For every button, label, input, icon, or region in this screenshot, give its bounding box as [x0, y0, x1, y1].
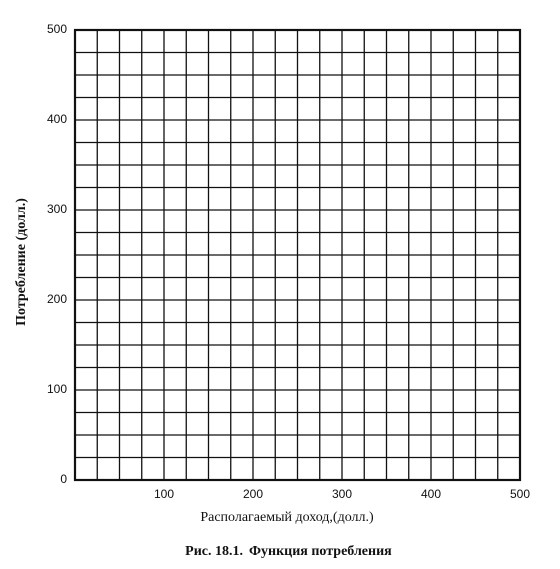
x-tick-label: 200 [243, 487, 263, 501]
y-tick-label: 0 [60, 472, 67, 486]
y-tick-label: 400 [47, 112, 67, 126]
y-axis-label: Потребление (долл.) [14, 198, 29, 326]
x-axis-label: Располагаемый доход,(долл.) [200, 510, 374, 525]
x-tick-label: 100 [154, 487, 174, 501]
x-tick-label: 300 [332, 487, 352, 501]
y-tick-label: 300 [47, 202, 67, 216]
caption: Функция потребления [249, 544, 392, 559]
x-tick-label: 400 [421, 487, 441, 501]
x-tick-label: 500 [510, 487, 530, 501]
y-tick-label: 500 [47, 22, 67, 36]
plot-border [73, 28, 522, 482]
caption-label: Рис. 18.1. [185, 544, 243, 559]
y-tick-label: 200 [47, 292, 67, 306]
y-tick-label: 100 [47, 382, 67, 396]
